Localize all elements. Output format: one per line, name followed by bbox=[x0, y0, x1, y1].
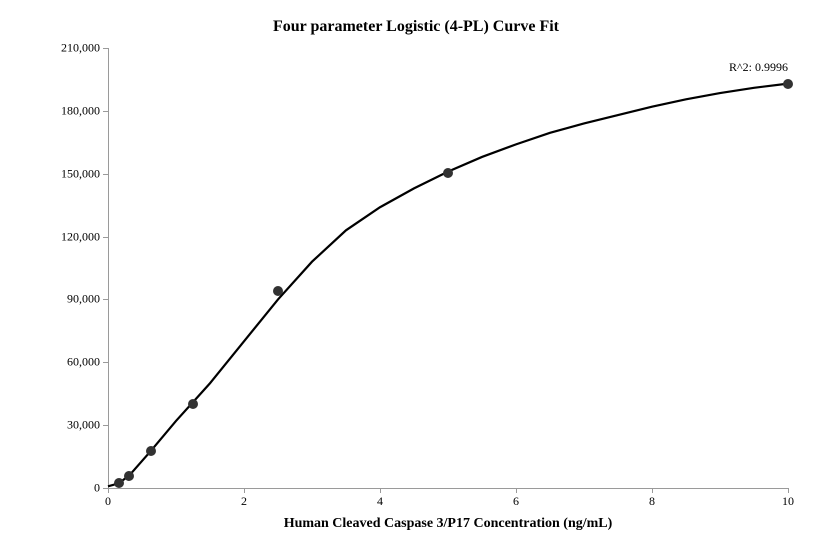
x-tick-mark bbox=[108, 488, 109, 493]
y-tick-label: 150,000 bbox=[61, 166, 100, 181]
data-point bbox=[443, 168, 453, 178]
data-point bbox=[188, 399, 198, 409]
x-tick-label: 0 bbox=[105, 494, 111, 509]
x-tick-mark bbox=[652, 488, 653, 493]
data-point bbox=[146, 446, 156, 456]
y-tick-label: 60,000 bbox=[67, 355, 100, 370]
y-tick-mark bbox=[103, 174, 108, 175]
y-tick-label: 180,000 bbox=[61, 103, 100, 118]
chart-container: Four parameter Logistic (4-PL) Curve Fit… bbox=[0, 0, 832, 560]
y-tick-label: 210,000 bbox=[61, 41, 100, 56]
y-tick-mark bbox=[103, 237, 108, 238]
data-point bbox=[783, 79, 793, 89]
x-tick-label: 10 bbox=[782, 494, 794, 509]
y-tick-mark bbox=[103, 362, 108, 363]
y-tick-label: 0 bbox=[94, 481, 100, 496]
x-tick-mark bbox=[244, 488, 245, 493]
y-tick-mark bbox=[103, 111, 108, 112]
data-point bbox=[124, 471, 134, 481]
x-tick-mark bbox=[380, 488, 381, 493]
y-tick-mark bbox=[103, 425, 108, 426]
x-tick-mark bbox=[788, 488, 789, 493]
x-tick-label: 4 bbox=[377, 494, 383, 509]
y-tick-label: 120,000 bbox=[61, 229, 100, 244]
y-tick-label: 90,000 bbox=[67, 292, 100, 307]
data-point bbox=[114, 478, 124, 488]
x-tick-label: 8 bbox=[649, 494, 655, 509]
y-tick-label: 30,000 bbox=[67, 418, 100, 433]
y-tick-mark bbox=[103, 299, 108, 300]
y-tick-mark bbox=[103, 48, 108, 49]
x-tick-label: 6 bbox=[513, 494, 519, 509]
x-tick-label: 2 bbox=[241, 494, 247, 509]
data-point bbox=[273, 286, 283, 296]
x-tick-mark bbox=[516, 488, 517, 493]
